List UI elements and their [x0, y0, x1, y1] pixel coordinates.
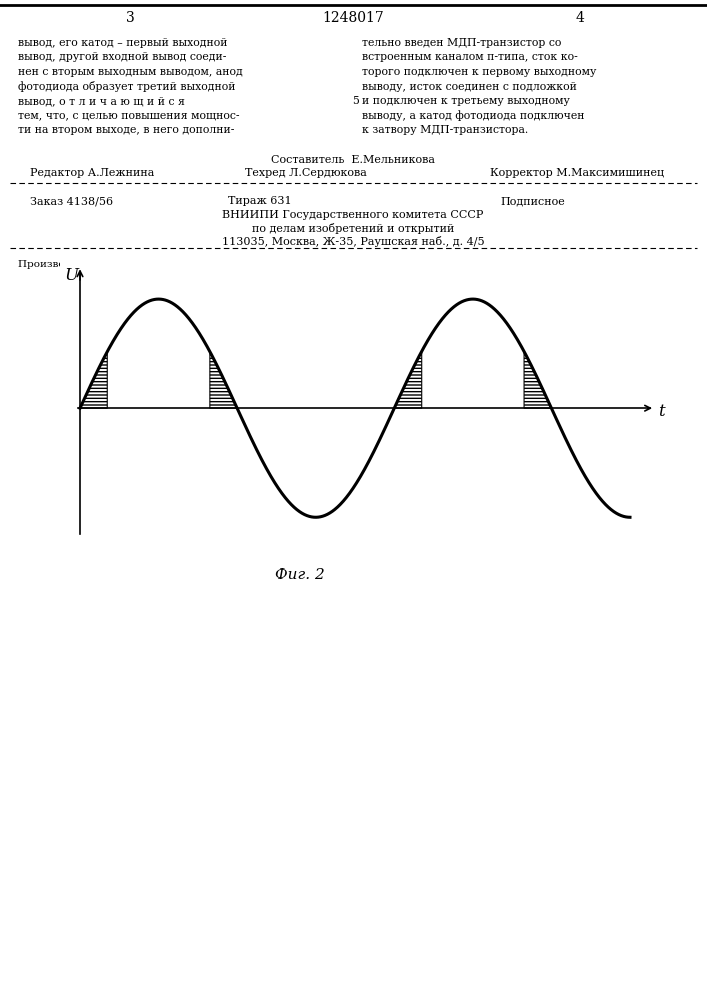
Text: по делам изобретений и открытий: по делам изобретений и открытий	[252, 223, 454, 234]
Text: Техред Л.Сердюкова: Техред Л.Сердюкова	[245, 168, 367, 178]
Text: тельно введен МДП-транзистор со: тельно введен МДП-транзистор со	[362, 38, 561, 48]
Polygon shape	[395, 351, 421, 408]
Text: встроенным каналом п-типа, сток ко-: встроенным каналом п-типа, сток ко-	[362, 52, 578, 62]
Text: фотодиода образует третий выходной: фотодиода образует третий выходной	[18, 82, 235, 93]
Text: 5: 5	[352, 96, 359, 106]
Text: нен с вторым выходным выводом, анод: нен с вторым выходным выводом, анод	[18, 67, 243, 77]
Text: Корректор М.Максимишинец: Корректор М.Максимишинец	[490, 168, 664, 178]
Text: ВНИИПИ Государственного комитета СССР: ВНИИПИ Государственного комитета СССР	[222, 210, 484, 220]
Text: U: U	[64, 267, 78, 284]
Text: Подписное: Подписное	[500, 196, 565, 206]
Text: Тираж 631: Тираж 631	[228, 196, 292, 206]
Text: Заказ 4138/56: Заказ 4138/56	[30, 196, 113, 206]
Text: 3: 3	[126, 11, 134, 25]
Text: вывод, другой входной вывод соеди-: вывод, другой входной вывод соеди-	[18, 52, 226, 62]
Text: 113035, Москва, Ж-35, Раушская наб., д. 4/5: 113035, Москва, Ж-35, Раушская наб., д. …	[222, 236, 484, 247]
Text: Производственно-полиграфическое предприятие, г. Ужгород, ул. Проектная, 4: Производственно-полиграфическое предприя…	[18, 260, 456, 269]
Text: тем, что, с целью повышения мощнос-: тем, что, с целью повышения мощнос-	[18, 110, 240, 120]
Polygon shape	[210, 352, 237, 408]
Text: и подключен к третьему выходному: и подключен к третьему выходному	[362, 96, 570, 106]
Text: вывод, его катод – первый выходной: вывод, его катод – первый выходной	[18, 38, 228, 48]
Polygon shape	[80, 352, 107, 408]
Text: к затвору МДП-транзистора.: к затвору МДП-транзистора.	[362, 125, 528, 135]
Text: выводу, исток соединен с подложкой: выводу, исток соединен с подложкой	[362, 82, 577, 92]
Text: Составитель  Е.Мельникова: Составитель Е.Мельникова	[271, 155, 435, 165]
Text: 1248017: 1248017	[322, 11, 384, 25]
Text: вывод, о т л и ч а ю щ и й с я: вывод, о т л и ч а ю щ и й с я	[18, 96, 185, 106]
Text: t: t	[658, 403, 665, 420]
Text: выводу, а катод фотодиода подключен: выводу, а катод фотодиода подключен	[362, 110, 585, 121]
Text: ти на втором выходе, в него дополни-: ти на втором выходе, в него дополни-	[18, 125, 235, 135]
Text: 4: 4	[575, 11, 585, 25]
Text: Фиг. 2: Фиг. 2	[275, 568, 325, 582]
Text: Редактор А.Лежнина: Редактор А.Лежнина	[30, 168, 154, 178]
Polygon shape	[524, 351, 551, 408]
Text: торого подключен к первому выходному: торого подключен к первому выходному	[362, 67, 597, 77]
